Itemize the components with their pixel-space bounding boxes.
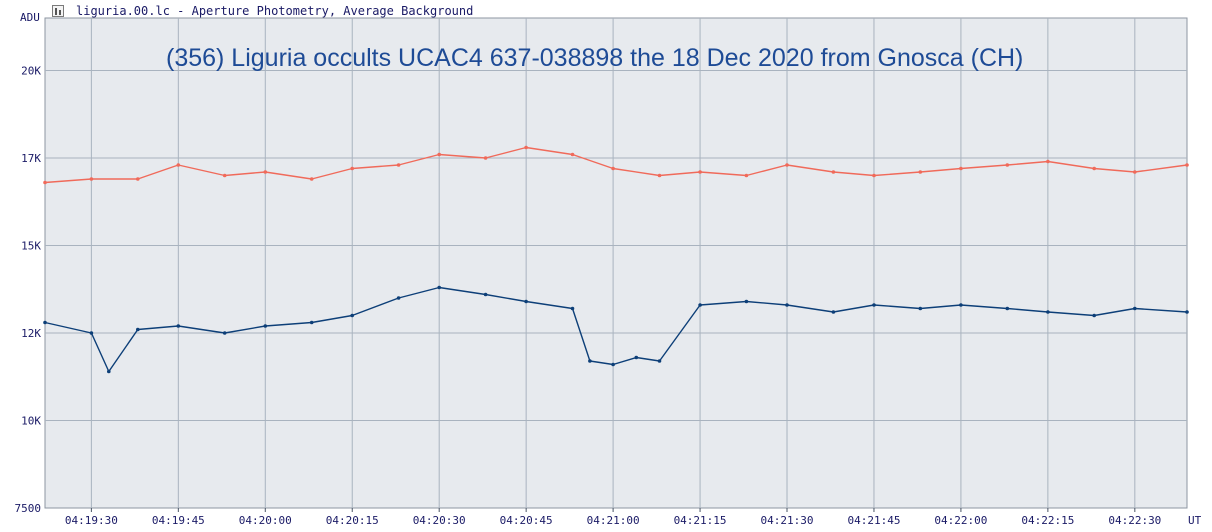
- comparison-point: [350, 166, 355, 171]
- comparison-point: [43, 180, 47, 185]
- comparison-point: [89, 177, 94, 181]
- target-line: [44, 286, 1188, 373]
- target-point: [785, 303, 789, 307]
- x-axis-unit-label: UT: [1188, 514, 1202, 527]
- target-point: [1005, 306, 1010, 311]
- grid-lines: [45, 18, 1187, 512]
- x-tick-label: 04:22:00: [934, 514, 987, 527]
- target-point: [1133, 306, 1137, 311]
- comparison-point: [657, 173, 662, 178]
- target-point: [872, 303, 876, 307]
- target-point: [1046, 310, 1050, 314]
- comparison-point: [785, 163, 789, 167]
- target-point: [43, 320, 47, 325]
- x-tick-label: 04:20:15: [326, 514, 379, 527]
- window-title: liguria.00.lc - Aperture Photometry, Ave…: [76, 4, 474, 18]
- target-point: [1092, 313, 1096, 318]
- x-tick-label: 04:20:00: [239, 514, 292, 527]
- target-point: [698, 303, 702, 307]
- comparison-point: [483, 156, 488, 160]
- y-tick-label: 17K: [21, 152, 41, 165]
- target-series: [43, 285, 1189, 374]
- target-point: [611, 362, 615, 367]
- comparison-point: [1133, 170, 1137, 174]
- x-tick-label: 04:21:45: [847, 514, 900, 527]
- y-tick-label: 10K: [21, 415, 41, 428]
- x-tick-label: 04:19:30: [65, 514, 118, 527]
- target-point: [524, 299, 528, 304]
- target-point: [309, 320, 314, 325]
- x-tick-label: 04:22:15: [1021, 514, 1074, 527]
- comparison-point: [744, 173, 749, 178]
- y-tick-label: 12K: [21, 327, 41, 340]
- target-point: [570, 306, 575, 311]
- chart-app-icon: [52, 5, 64, 17]
- target-point: [483, 292, 488, 297]
- target-point: [107, 369, 111, 374]
- comparison-point: [1005, 163, 1010, 167]
- target-point: [176, 324, 181, 328]
- target-point: [744, 299, 749, 304]
- comparison-point: [222, 173, 227, 178]
- window-title-bar: liguria.00.lc - Aperture Photometry, Ave…: [0, 0, 1212, 22]
- target-point: [634, 355, 639, 360]
- y-tick-label: 7500: [15, 502, 42, 515]
- comparison-point: [1185, 163, 1189, 167]
- target-point: [263, 324, 268, 328]
- comparison-point: [396, 163, 401, 167]
- comparison-point: [570, 152, 575, 157]
- comparison-point: [831, 170, 836, 174]
- comparison-point: [309, 177, 314, 181]
- comparison-point: [872, 173, 876, 178]
- chart-title: (356) Liguria occults UCAC4 637-038898 t…: [166, 44, 1024, 72]
- comparison-point: [698, 170, 702, 174]
- target-point: [136, 327, 140, 332]
- x-tick-label: 04:22:30: [1108, 514, 1161, 527]
- target-point: [657, 359, 662, 363]
- target-point: [918, 306, 923, 311]
- comparison-point: [959, 166, 963, 171]
- comparison-point: [524, 145, 528, 150]
- target-point: [588, 359, 592, 363]
- target-point: [222, 331, 227, 335]
- comparison-point: [1046, 159, 1050, 164]
- target-point: [89, 331, 94, 335]
- comparison-point: [136, 177, 140, 181]
- comparison-point: [263, 170, 268, 174]
- x-tick-label: 04:21:15: [674, 514, 727, 527]
- plot-background: [44, 17, 1188, 509]
- y-axis-unit-label: ADU: [20, 11, 40, 24]
- comparison-point: [176, 163, 181, 167]
- target-point: [437, 285, 442, 290]
- x-tick-label: 04:20:45: [500, 514, 553, 527]
- comparison-point: [918, 170, 923, 174]
- x-tick-label: 04:19:45: [152, 514, 205, 527]
- comparison-series: [43, 145, 1189, 185]
- x-tick-label: 04:21:00: [587, 514, 640, 527]
- target-point: [1185, 310, 1189, 314]
- y-tick-label: 20K: [21, 65, 41, 78]
- comparison-point: [1092, 166, 1096, 171]
- comparison-point: [437, 152, 442, 157]
- comparison-point: [611, 166, 615, 171]
- target-point: [350, 313, 355, 318]
- target-point: [396, 296, 401, 300]
- target-point: [831, 310, 836, 314]
- tick-labels: 7500 10K 12K 15K 17K 20K 04:19:30 04:19:45 04:20…: [15, 65, 1202, 528]
- x-tick-label: 04:21:30: [761, 514, 814, 527]
- target-point: [959, 303, 963, 307]
- x-tick-label: 04:20:30: [413, 514, 466, 527]
- y-tick-label: 15K: [21, 240, 41, 253]
- series-layer: [43, 145, 1189, 374]
